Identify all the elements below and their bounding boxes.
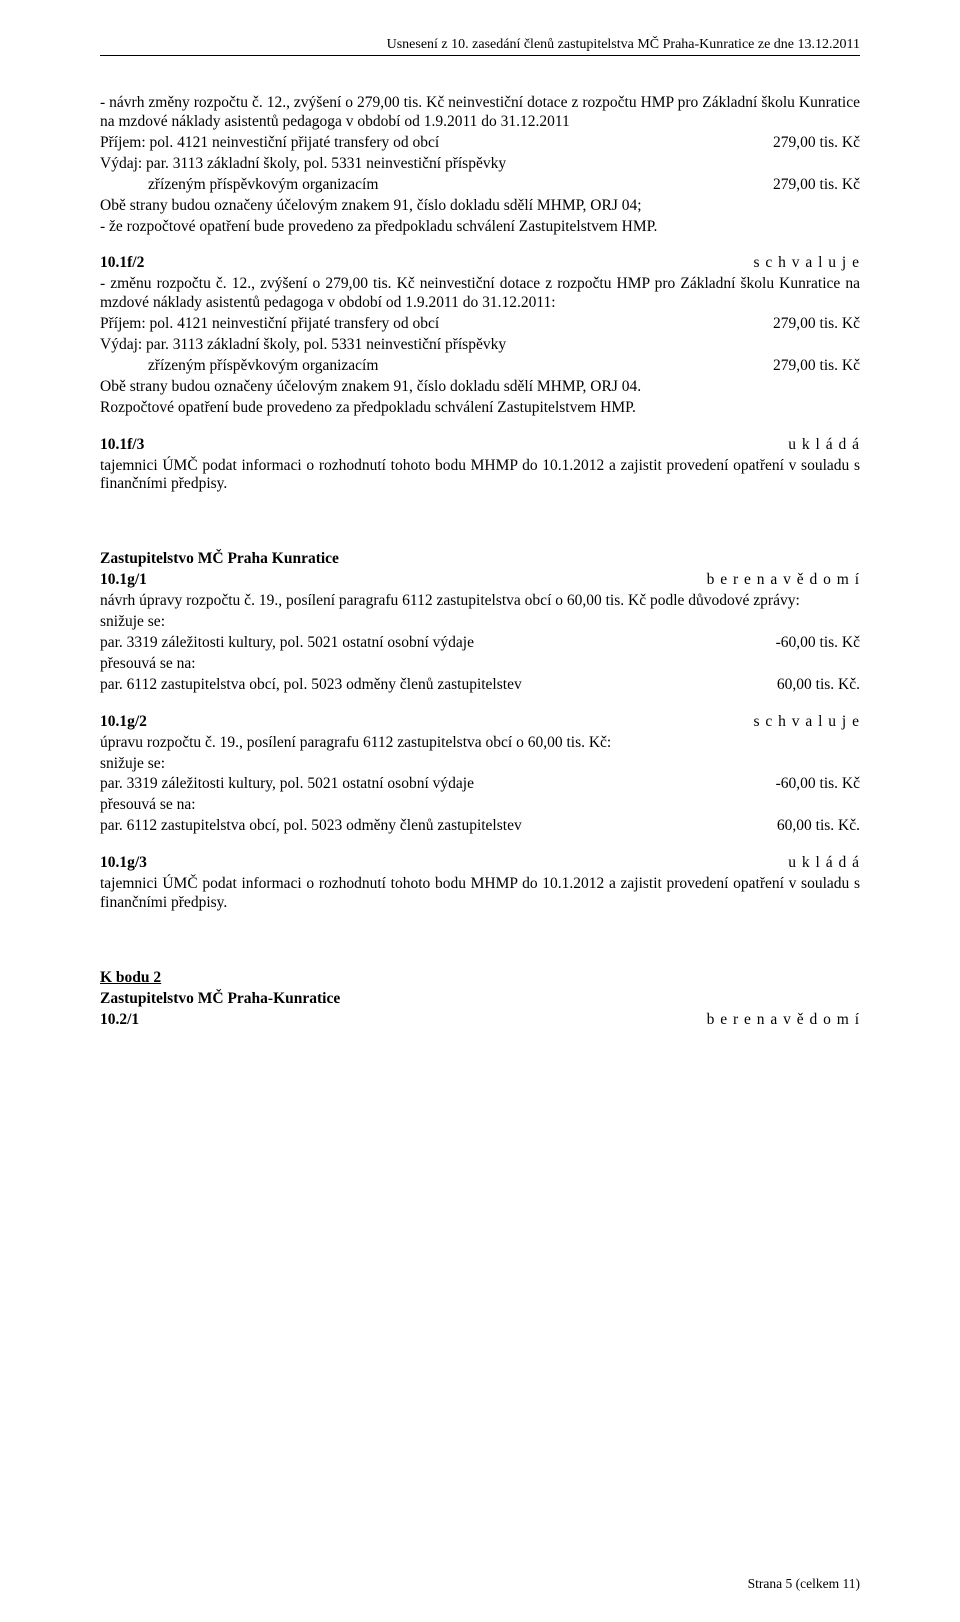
obe-line4: Rozpočtové opatření bude provedeno za př… xyxy=(100,399,860,418)
vydaj-amount-2: 279,00 tis. Kč xyxy=(757,357,860,376)
par6112-label-1: par. 6112 zastupitelstva obcí, pol. 5023… xyxy=(100,676,522,695)
vydaj-line2-2: zřízeným příspěvkovým organizacím xyxy=(100,357,378,376)
section-kbodu-2: K bodu 2 Zastupitelstvo MČ Praha-Kunrati… xyxy=(100,969,860,1030)
text-10-1f-2: - změnu rozpočtu č. 12., zvýšení o 279,0… xyxy=(100,275,860,313)
par3319-row-1: par. 3319 záležitosti kultury, pol. 5021… xyxy=(100,634,860,653)
action-10-1g-1: b e r e n a v ě d o m í xyxy=(707,571,860,590)
action-10-1f-3: u k l á d á xyxy=(788,436,860,455)
vydaj-line1: Výdaj: par. 3113 základní školy, pol. 53… xyxy=(100,155,860,174)
obe-line1: Obě strany budou označeny účelovým znake… xyxy=(100,197,860,216)
heading-10-1g-2: 10.1g/2 s c h v a l u j e xyxy=(100,713,860,732)
section-10-1f-3: 10.1f/3 u k l á d á tajemnici ÚMČ podat … xyxy=(100,436,860,495)
obe-line3: Obě strany budou označeny účelovým znake… xyxy=(100,378,860,397)
section-10-1g-3: 10.1g/3 u k l á d á tajemnici ÚMČ podat … xyxy=(100,854,860,913)
heading-10-1g-1: 10.1g/1 b e r e n a v ě d o m í xyxy=(100,571,860,590)
num-10-1g-3: 10.1g/3 xyxy=(100,854,147,873)
par3319-amount-1: -60,00 tis. Kč xyxy=(760,634,860,653)
action-10-2-1: b e r e n a v ě d o m í xyxy=(707,1011,860,1030)
num-10-2-1: 10.2/1 xyxy=(100,1011,139,1030)
par3319-label-2: par. 3319 záležitosti kultury, pol. 5021… xyxy=(100,775,474,794)
vydaj-line1-2: Výdaj: par. 3113 základní školy, pol. 53… xyxy=(100,336,860,355)
prijem-row: Příjem: pol. 4121 neinvestiční přijaté t… xyxy=(100,134,860,153)
num-10-1g-1: 10.1g/1 xyxy=(100,571,147,590)
par3319-amount-2: -60,00 tis. Kč xyxy=(760,775,860,794)
zmc2-title: Zastupitelstvo MČ Praha-Kunratice xyxy=(100,990,860,1009)
action-10-1g-3: u k l á d á xyxy=(788,854,860,873)
num-10-1f-3: 10.1f/3 xyxy=(100,436,144,455)
page-footer: Strana 5 (celkem 11) xyxy=(748,1576,860,1592)
header-rule xyxy=(100,55,860,56)
prijem-label-2: Příjem: pol. 4121 neinvestiční přijaté t… xyxy=(100,315,439,334)
par6112-amount-2: 60,00 tis. Kč. xyxy=(761,817,860,836)
section-10-1g-2: 10.1g/2 s c h v a l u j e úpravu rozpočt… xyxy=(100,713,860,836)
text-10-1g-1: návrh úpravy rozpočtu č. 19., posílení p… xyxy=(100,592,860,611)
kbodu-title: K bodu 2 xyxy=(100,969,860,988)
num-10-1f-2: 10.1f/2 xyxy=(100,254,144,273)
heading-10-1f-2: 10.1f/2 s c h v a l u j e xyxy=(100,254,860,273)
action-10-1g-2: s c h v a l u j e xyxy=(753,713,860,732)
prijem-row-2: Příjem: pol. 4121 neinvestiční přijaté t… xyxy=(100,315,860,334)
par3319-label-1: par. 3319 záležitosti kultury, pol. 5021… xyxy=(100,634,474,653)
prijem-label: Příjem: pol. 4121 neinvestiční přijaté t… xyxy=(100,134,439,153)
action-10-1f-2: s c h v a l u j e xyxy=(753,254,860,273)
page-header: Usnesení z 10. zasedání členů zastupitel… xyxy=(100,36,860,53)
prijem-amount: 279,00 tis. Kč xyxy=(757,134,860,153)
num-10-1g-2: 10.1g/2 xyxy=(100,713,147,732)
snizuje-2: snižuje se: xyxy=(100,755,860,774)
snizuje-1: snižuje se: xyxy=(100,613,860,632)
vydaj-line2: zřízeným příspěvkovým organizacím xyxy=(100,176,378,195)
section-10-1f-2: 10.1f/2 s c h v a l u j e - změnu rozpoč… xyxy=(100,254,860,417)
zmc-title: Zastupitelstvo MČ Praha Kunratice xyxy=(100,550,860,569)
par6112-row-1: par. 6112 zastupitelstva obcí, pol. 5023… xyxy=(100,676,860,695)
vydaj-row-2: zřízeným příspěvkovým organizacím 279,00… xyxy=(100,357,860,376)
par6112-label-2: par. 6112 zastupitelstva obcí, pol. 5023… xyxy=(100,817,522,836)
intro-text: - návrh změny rozpočtu č. 12., zvýšení o… xyxy=(100,94,860,132)
vydaj-row: zřízeným příspěvkovým organizacím 279,00… xyxy=(100,176,860,195)
presouva-1: přesouvá se na: xyxy=(100,655,860,674)
par3319-row-2: par. 3319 záležitosti kultury, pol. 5021… xyxy=(100,775,860,794)
presouva-2: přesouvá se na: xyxy=(100,796,860,815)
obe-line2: - že rozpočtové opatření bude provedeno … xyxy=(100,218,860,237)
text-10-1g-2: úpravu rozpočtu č. 19., posílení paragra… xyxy=(100,734,860,753)
par6112-row-2: par. 6112 zastupitelstva obcí, pol. 5023… xyxy=(100,817,860,836)
text-10-1g-3: tajemnici ÚMČ podat informaci o rozhodnu… xyxy=(100,875,860,913)
block-intro: - návrh změny rozpočtu č. 12., zvýšení o… xyxy=(100,94,860,236)
heading-10-1f-3: 10.1f/3 u k l á d á xyxy=(100,436,860,455)
par6112-amount-1: 60,00 tis. Kč. xyxy=(761,676,860,695)
vydaj-amount: 279,00 tis. Kč xyxy=(757,176,860,195)
heading-10-2-1: 10.2/1 b e r e n a v ě d o m í xyxy=(100,1011,860,1030)
text-10-1f-3: tajemnici ÚMČ podat informaci o rozhodnu… xyxy=(100,457,860,495)
section-zmc-kunratice: Zastupitelstvo MČ Praha Kunratice 10.1g/… xyxy=(100,550,860,694)
heading-10-1g-3: 10.1g/3 u k l á d á xyxy=(100,854,860,873)
prijem-amount-2: 279,00 tis. Kč xyxy=(757,315,860,334)
